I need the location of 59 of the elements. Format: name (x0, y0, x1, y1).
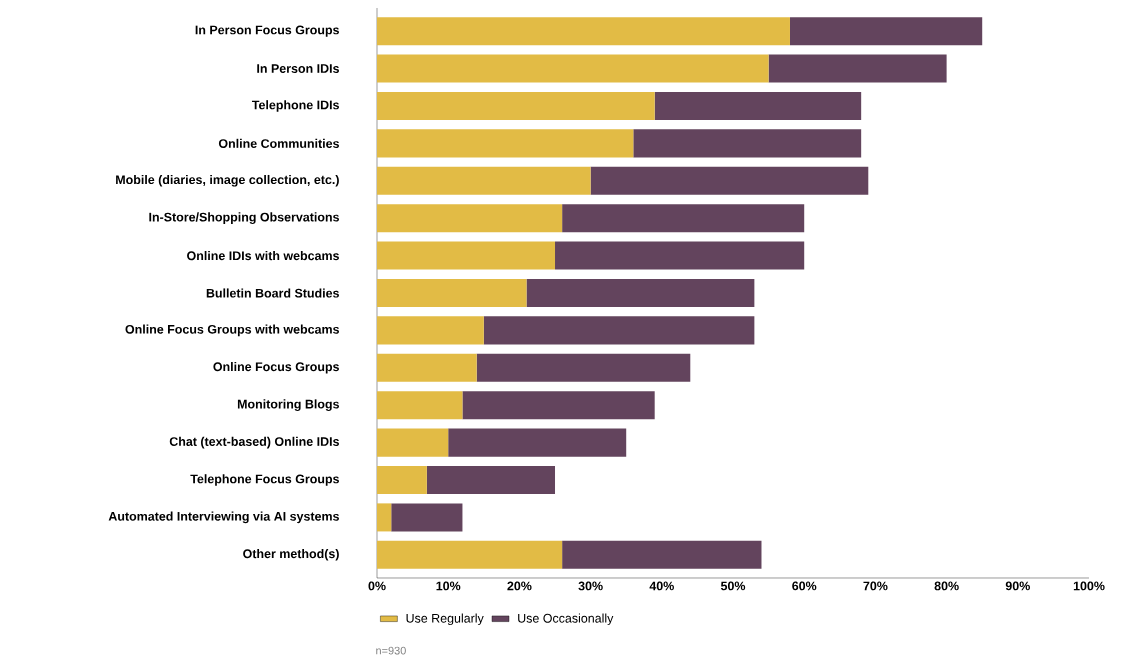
bar (562, 540, 762, 569)
bar (633, 129, 862, 158)
x-tick-label: 30% (578, 581, 603, 591)
bar (377, 54, 769, 83)
bar (391, 503, 463, 532)
y-tick-label: Bulletin Board Studies (206, 288, 339, 298)
bar (654, 91, 862, 121)
legend-label: Use Regularly (406, 613, 484, 626)
y-tick-label: In Person Focus Groups (195, 25, 339, 37)
x-tick-label: 10% (436, 581, 461, 591)
x-tick-label: 0% (368, 581, 386, 591)
x-tick-label: 100% (1073, 581, 1105, 591)
x-tick-label: 90% (1005, 581, 1030, 591)
bar (476, 353, 691, 382)
x-tick-label: 20% (507, 581, 532, 591)
bar (377, 166, 591, 195)
bar (377, 540, 563, 569)
legend-label: Use Occasionally (518, 613, 614, 626)
y-tick-label: Online Focus Groups (213, 361, 339, 374)
y-tick-label: Online Communities (218, 138, 339, 148)
x-tick-label: 60% (792, 581, 817, 591)
bar (789, 17, 983, 46)
y-tick-label: In-Store/Shopping Observations (149, 212, 339, 225)
bar (377, 129, 634, 158)
y-tick-label: Automated Interviewing via AI systems (108, 511, 339, 524)
bar (377, 204, 563, 233)
y-tick-label: Chat (text-based) Online IDIs (169, 436, 339, 449)
y-tick-label: Online IDIs with webcams (187, 251, 339, 261)
bar (768, 54, 947, 83)
bar (526, 278, 755, 308)
bar (483, 316, 755, 345)
bar (377, 465, 427, 495)
x-tick-label: 70% (863, 581, 888, 591)
y-tick-label: Monitoring Blogs (237, 399, 339, 412)
text: n=930 (376, 646, 406, 655)
y-tick-label: Telephone IDIs (251, 100, 339, 112)
bar (377, 316, 484, 345)
bar (555, 241, 805, 270)
bar (590, 166, 869, 195)
y-tick-label: Mobile (diaries, image collection, etc.) (116, 174, 339, 187)
bar (377, 428, 449, 457)
bar (377, 91, 655, 121)
x-tick-label: 80% (934, 581, 959, 591)
bar (377, 17, 790, 46)
bar (377, 278, 527, 308)
y-tick-label: Telephone Focus Groups (190, 474, 339, 486)
y-tick-label: Online Focus Groups with webcams (125, 324, 339, 337)
y-tick-label: Other method(s) (243, 548, 339, 561)
bar (377, 241, 556, 270)
x-tick-label: 40% (649, 581, 674, 591)
bar (377, 353, 477, 382)
x-tick-label: 50% (720, 581, 746, 591)
bar (426, 465, 556, 495)
bar (377, 391, 463, 420)
bar (462, 391, 655, 420)
y-tick-label: In Person IDIs (257, 64, 339, 73)
bar (562, 204, 805, 233)
bar (448, 428, 627, 457)
bar (377, 503, 392, 532)
